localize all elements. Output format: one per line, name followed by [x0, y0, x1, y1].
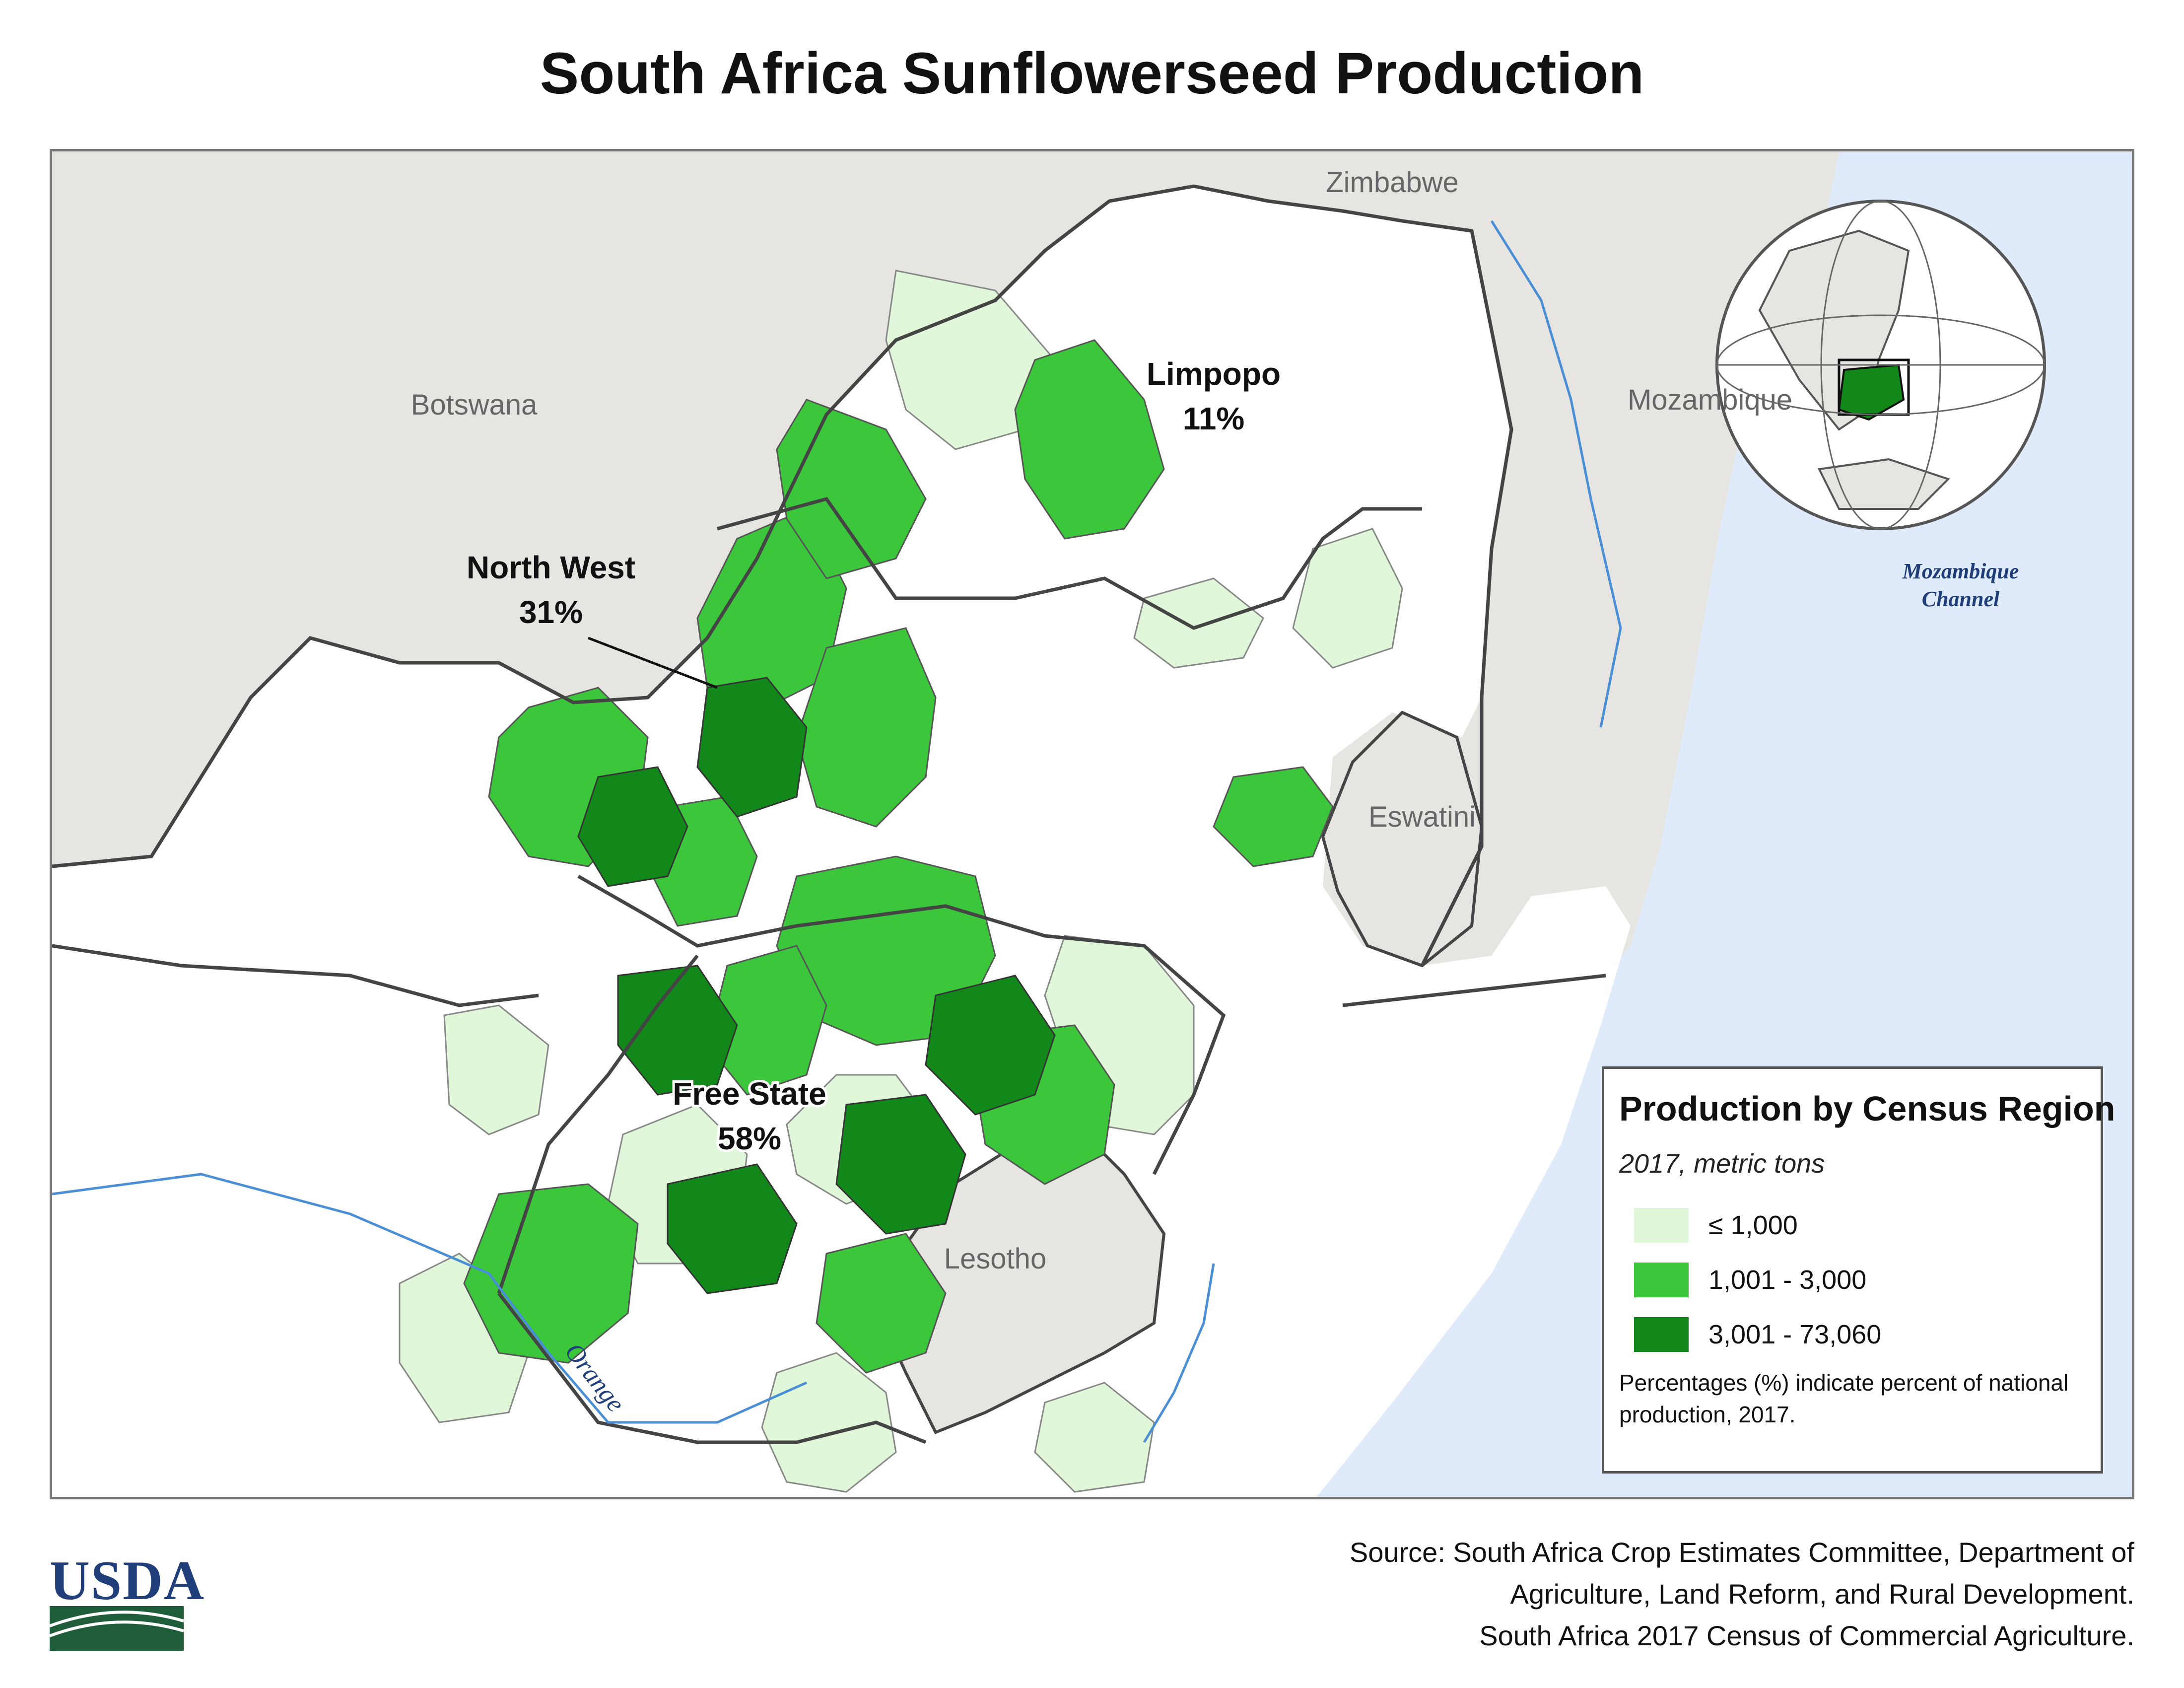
- source-note: Source: South Africa Crop Estimates Comm…: [1350, 1532, 2134, 1657]
- source-line-2: Agriculture, Land Reform, and Rural Deve…: [1510, 1578, 2134, 1610]
- eswatini-shape: [1321, 710, 1484, 968]
- label-north-west: North West: [467, 550, 635, 585]
- label-mozambique-channel-2: Channel: [1922, 587, 2000, 611]
- region-high: [667, 1163, 798, 1294]
- region-mid: [1014, 339, 1165, 540]
- region-high: [696, 677, 808, 818]
- north-west-leader-line: [588, 636, 718, 689]
- label-mozambique: Mozambique: [1628, 384, 1792, 416]
- region-high: [577, 766, 688, 887]
- inset-globe: [1715, 200, 2046, 530]
- region-high: [925, 975, 1056, 1116]
- region-mid: [776, 399, 927, 579]
- province-borders: [52, 184, 1606, 1444]
- legend-swatch-mid: [1634, 1263, 1689, 1297]
- label-zimbabwe: Zimbabwe: [1326, 166, 1459, 199]
- label-eswatini: Eswatini: [1368, 801, 1476, 833]
- legend-note: Percentages (%) indicate percent of nati…: [1619, 1370, 2069, 1427]
- legend-subtitle: 2017, metric tons: [1619, 1149, 1825, 1179]
- legend-label-high: 3,001 - 73,060: [1708, 1320, 1882, 1349]
- region-mid: [463, 1183, 639, 1364]
- label-limpopo-share: 11%: [1183, 401, 1245, 436]
- legend-swatch-low: [1634, 1208, 1689, 1243]
- region-low: [1133, 577, 1264, 669]
- region-low: [443, 1004, 549, 1135]
- map-panel[interactable]: Zimbabwe Botswana Mozambique Eswatini Le…: [50, 149, 2134, 1499]
- map-svg: Zimbabwe Botswana Mozambique Eswatini Le…: [52, 151, 2132, 1497]
- region-high: [617, 965, 738, 1096]
- source-line-1: Source: South Africa Crop Estimates Comm…: [1349, 1537, 2134, 1568]
- rivers: [52, 220, 1622, 1443]
- label-north-west-share: 31%: [519, 594, 583, 630]
- region-mid: [816, 1233, 947, 1374]
- legend: Production by Census Region 2017, metric…: [1602, 1066, 2116, 1474]
- legend-swatch-high: [1634, 1317, 1689, 1352]
- map-title: South Africa Sunflowerseed Production: [540, 41, 1644, 106]
- usda-logo-text: USDA: [50, 1550, 205, 1612]
- region-mid: [1213, 766, 1334, 867]
- legend-label-low: ≤ 1,000: [1708, 1210, 1798, 1240]
- usda-logo: USDA: [50, 1549, 205, 1651]
- label-mozambique-channel-1: Mozambique: [1902, 559, 2019, 583]
- region-low: [885, 270, 1056, 450]
- south-africa-land: [52, 186, 1631, 1497]
- region-low: [1292, 528, 1403, 669]
- usda-logo-mark: [50, 1606, 184, 1651]
- label-lesotho: Lesotho: [944, 1243, 1046, 1275]
- legend-label-mid: 1,001 - 3,000: [1708, 1265, 1867, 1295]
- label-free-state-share: 58%: [718, 1121, 781, 1156]
- region-low: [1034, 1382, 1155, 1493]
- label-free-state: Free State: [673, 1076, 826, 1112]
- region-high: [835, 1094, 966, 1235]
- label-limpopo: Limpopo: [1147, 356, 1281, 392]
- source-line-3: South Africa 2017 Census of Commercial A…: [1479, 1620, 2134, 1651]
- label-botswana: Botswana: [411, 389, 538, 421]
- production-regions: [399, 270, 1403, 1493]
- legend-title: Production by Census Region: [1619, 1089, 2116, 1128]
